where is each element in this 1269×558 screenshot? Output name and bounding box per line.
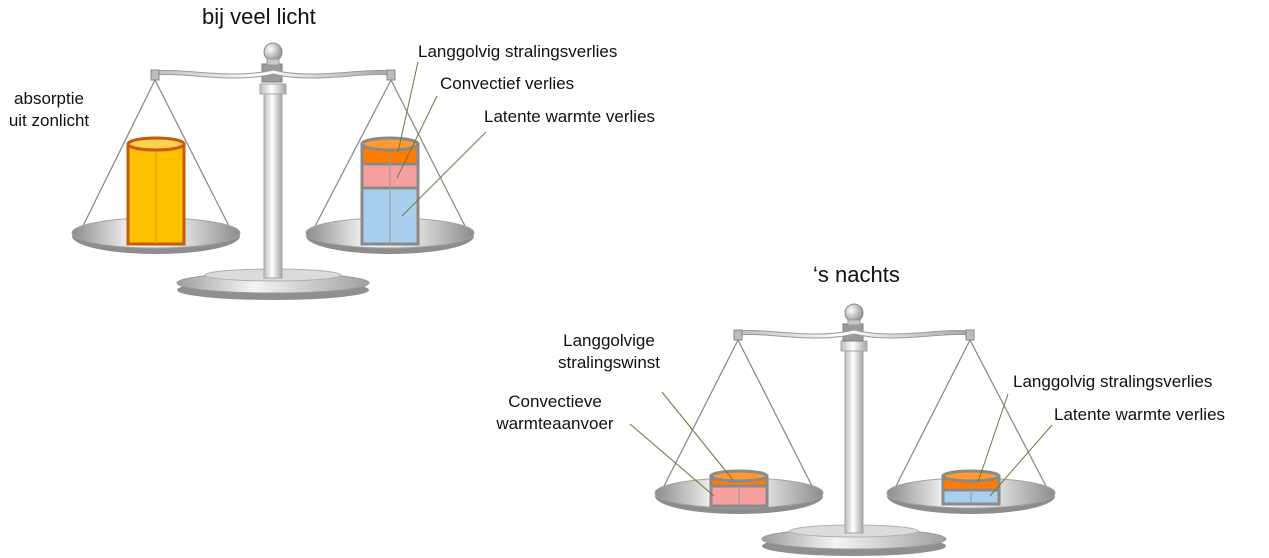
- night-longwave-loss-label: Langgolvig stralingsverlies: [1013, 372, 1213, 391]
- sunlight-absorption-label-line2: uit zonlicht: [8, 111, 90, 130]
- scale-day-pole: [259, 63, 287, 279]
- scale-night-strings: [661, 339, 1049, 491]
- scale-night-knob: [844, 303, 864, 323]
- scale-day: [71, 42, 487, 300]
- day-longwave-loss-label: Langgolvig stralingsverlies: [418, 42, 618, 61]
- sunlight-absorption-label: absorptie uit zonlicht: [2, 88, 96, 132]
- night-longwave-gain-label: Langgolvige stralingswinst: [534, 330, 684, 374]
- night-convective-gain-label: Convectieve warmteaanvoer: [480, 391, 630, 435]
- night-convective-gain-label-line1: Convectieve: [508, 392, 602, 411]
- scale-night-pole: [840, 323, 868, 534]
- night-convective-gain-label-line2: warmteaanvoer: [496, 414, 614, 433]
- sunlight-absorption-label-line1: absorptie: [14, 89, 84, 108]
- night-gain-cylinder: [709, 469, 769, 508]
- night-loss-cylinder: [941, 469, 1001, 506]
- sunlight-absorption-cylinder: [126, 136, 186, 246]
- scale-day-strings: [79, 79, 469, 233]
- scale-day-knob: [263, 42, 283, 62]
- day-latent-heat-loss-label: Latente warmte verlies: [484, 107, 656, 126]
- day-loss-cylinder: [360, 136, 420, 246]
- scale-night: [629, 303, 1056, 556]
- day-convective-loss-label: Convectief verlies: [440, 74, 575, 93]
- night-longwave-gain-label-line2: stralingswinst: [557, 353, 661, 372]
- day-title: bij veel licht: [202, 4, 316, 29]
- night-longwave-gain-label-line1: Langgolvige: [563, 331, 655, 350]
- scale-night-base: [761, 524, 947, 556]
- scale-day-leader-lines: [396, 61, 487, 217]
- scale-night-leader-lines: [629, 391, 1053, 497]
- night-title: ‘s nachts: [813, 262, 900, 287]
- scale-day-base: [176, 268, 370, 300]
- night-latent-heat-loss-label: Latente warmte verlies: [1054, 405, 1226, 424]
